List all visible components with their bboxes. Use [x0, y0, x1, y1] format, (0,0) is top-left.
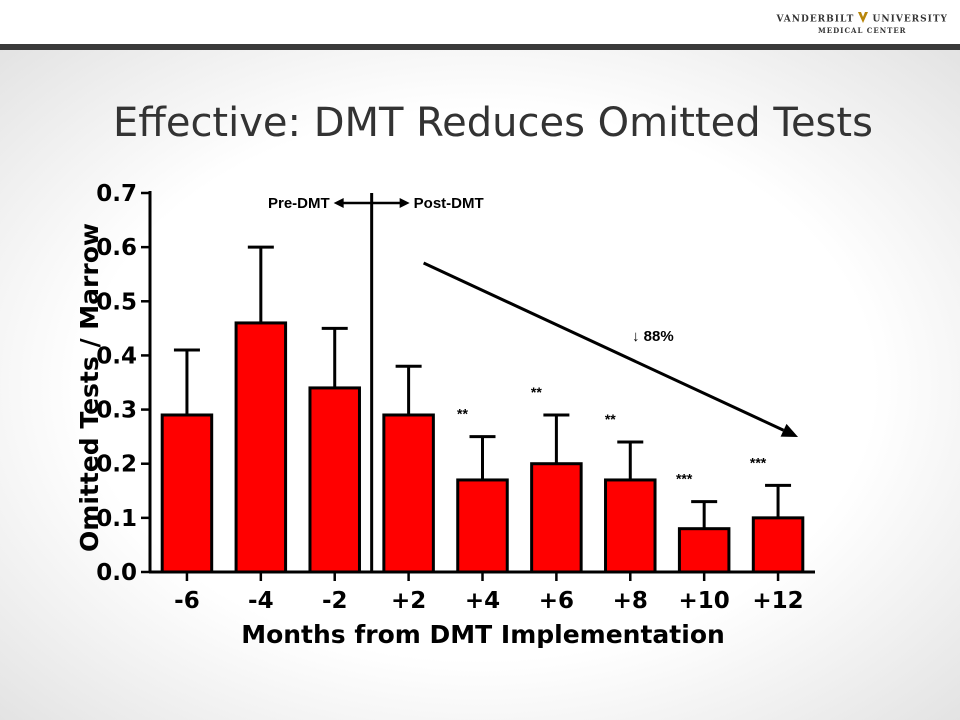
top-bar [0, 0, 960, 44]
trend-percent-label: ↓ 88% [632, 328, 674, 345]
pre-post-arrow [333, 198, 410, 208]
bar [751, 516, 805, 574]
x-tick-label: +12 [752, 588, 803, 614]
logo-text-university: UNIVERSITY [872, 14, 948, 24]
bar [160, 413, 214, 574]
bar [530, 462, 583, 574]
y-axis-label: Omitted Tests / Marrow [75, 223, 104, 552]
bar [677, 527, 731, 574]
significance-marker: ** [457, 406, 468, 422]
vanderbilt-logo: VANDERBILT UNIVERSITY MEDICAL CENTER [777, 8, 948, 38]
y-tick-label: 0.6 [96, 235, 137, 261]
y-tick-label: 0.1 [96, 506, 137, 532]
x-tick-label: +2 [391, 588, 426, 614]
significance-marker: ** [531, 384, 542, 400]
y-tick-label: 0.4 [96, 343, 137, 369]
significance-markers: ************ [457, 384, 767, 487]
y-tick-label: 0.2 [96, 452, 137, 478]
significance-marker: *** [750, 454, 767, 470]
bar [308, 386, 361, 574]
y-tick-label: 0.5 [96, 289, 137, 315]
trend-arrow-line [422, 261, 785, 432]
x-tick-label: +10 [679, 588, 730, 614]
error-bars [173, 245, 792, 529]
pre-post-arrowhead-right [399, 198, 410, 208]
pre-post-arrowhead-left [333, 198, 344, 208]
x-tick-label: +6 [539, 588, 574, 614]
x-ticks: -6 -4 -2 +2 +4 +6 +8 +10 +12 [174, 572, 804, 614]
x-tick-label: -2 [322, 588, 348, 614]
bar [456, 478, 509, 574]
x-tick-label: +4 [465, 588, 500, 614]
x-tick-label: -4 [248, 588, 274, 614]
vanderbilt-oak-leaf-v-icon [858, 11, 869, 26]
slide-title: Effective: DMT Reduces Omitted Tests [113, 100, 873, 146]
pre-dmt-label: Pre-DMT [268, 195, 330, 212]
bars [160, 321, 805, 574]
y-ticks: 0.0 0.1 0.2 0.3 0.4 0.5 0.6 0.7 [96, 181, 150, 586]
trend-arrow [422, 261, 799, 437]
significance-marker: *** [676, 471, 693, 487]
x-tick-label: -6 [174, 588, 200, 614]
y-tick-label: 0.0 [96, 560, 137, 586]
top-divider [0, 44, 960, 50]
x-tick-label: +8 [613, 588, 648, 614]
significance-marker: ** [605, 411, 616, 427]
logo-text-vanderbilt: VANDERBILT [776, 14, 855, 24]
logo-text-medical-center: MEDICAL CENTER [818, 25, 907, 35]
post-dmt-label: Post-DMT [414, 195, 484, 212]
bar [604, 478, 657, 574]
slide-background [0, 50, 960, 720]
trend-arrowhead [780, 423, 799, 437]
bar [382, 413, 435, 574]
y-tick-label: 0.3 [96, 398, 137, 424]
x-axis-label: Months from DMT Implementation [241, 620, 725, 649]
y-tick-label: 0.7 [96, 181, 137, 207]
bar [234, 321, 288, 574]
